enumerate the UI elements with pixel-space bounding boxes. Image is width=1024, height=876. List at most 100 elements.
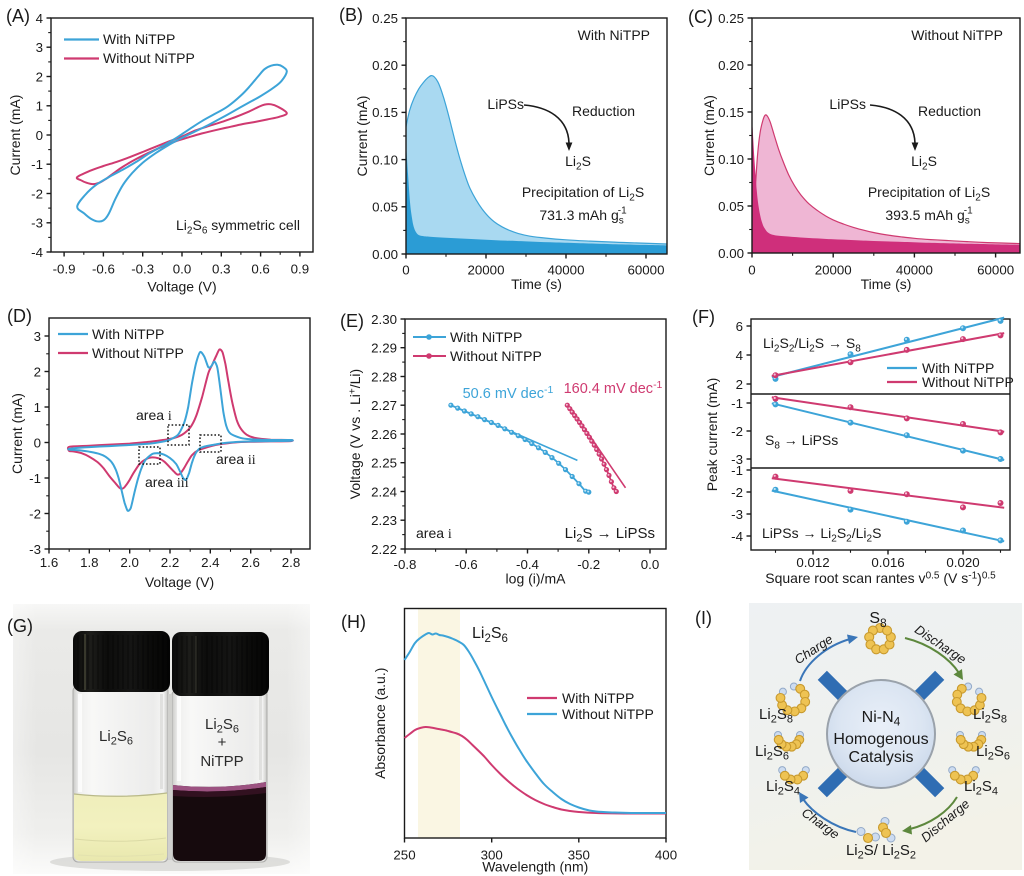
svg-text:Precipitation of Li2S: Precipitation of Li2S xyxy=(868,184,990,204)
svg-text:-2: -2 xyxy=(29,506,41,521)
svg-text:Square root scan rantes v0.5 (: Square root scan rantes v0.5 (V s-1)0.5 xyxy=(765,570,996,586)
svg-text:LiPSs: LiPSs xyxy=(487,96,524,112)
svg-text:Without NiTPP: Without NiTPP xyxy=(911,27,1003,43)
svg-text:With NiTPP: With NiTPP xyxy=(578,27,650,43)
svg-text:2: 2 xyxy=(36,69,43,84)
svg-text:With NiTPP: With NiTPP xyxy=(92,326,164,342)
svg-text:-3: -3 xyxy=(31,216,43,231)
svg-text:1: 1 xyxy=(34,400,41,415)
svg-text:4: 4 xyxy=(36,11,43,26)
svg-text:Without NiTPP: Without NiTPP xyxy=(562,706,654,722)
svg-text:(H): (H) xyxy=(341,612,366,632)
svg-text:Wavelength (nm): Wavelength (nm) xyxy=(482,859,588,875)
svg-text:2.26: 2.26 xyxy=(371,427,397,442)
svg-text:area i: area i xyxy=(416,525,452,542)
svg-text:NiTPP: NiTPP xyxy=(200,753,243,770)
svg-text:-2: -2 xyxy=(731,485,743,500)
svg-text:(D): (D) xyxy=(7,306,32,326)
svg-text:Voltage (V): Voltage (V) xyxy=(147,279,216,295)
svg-text:0.3: 0.3 xyxy=(212,261,231,276)
svg-text:Li2S6: Li2S6 xyxy=(755,743,789,763)
svg-text:0: 0 xyxy=(748,263,755,278)
svg-text:Current (mA): Current (mA) xyxy=(354,96,370,177)
svg-text:S8: S8 xyxy=(869,610,887,630)
svg-text:2: 2 xyxy=(736,377,743,392)
svg-text:0.25: 0.25 xyxy=(718,11,744,26)
svg-text:-0.4: -0.4 xyxy=(516,557,539,572)
svg-text:Ni-N4: Ni-N4 xyxy=(862,709,901,729)
svg-text:0.0: 0.0 xyxy=(641,557,660,572)
svg-text:-4: -4 xyxy=(731,529,743,544)
svg-text:(I): (I) xyxy=(695,608,712,628)
svg-text:731.3 mAh gs-1: 731.3 mAh gs-1 xyxy=(539,206,627,227)
svg-text:400: 400 xyxy=(655,848,677,863)
svg-text:Without NiTPP: Without NiTPP xyxy=(922,374,1014,390)
svg-text:2.22: 2.22 xyxy=(371,542,397,557)
svg-text:2.2: 2.2 xyxy=(161,555,180,570)
svg-text:area ii: area ii xyxy=(216,451,256,468)
svg-text:Time (s): Time (s) xyxy=(861,276,912,292)
svg-text:0.00: 0.00 xyxy=(372,247,398,262)
svg-text:With NiTPP: With NiTPP xyxy=(103,31,175,47)
svg-text:With NiTPP: With NiTPP xyxy=(450,329,522,345)
svg-text:-0.8: -0.8 xyxy=(394,557,417,572)
svg-text:(A): (A) xyxy=(6,6,30,26)
svg-text:2.30: 2.30 xyxy=(371,312,397,327)
svg-text:(G): (G) xyxy=(7,616,33,636)
svg-text:-1: -1 xyxy=(731,396,743,411)
svg-text:Li2S8: Li2S8 xyxy=(973,706,1007,726)
svg-text:0.20: 0.20 xyxy=(718,58,744,73)
svg-text:2.28: 2.28 xyxy=(371,369,397,384)
svg-text:(B): (B) xyxy=(339,5,363,25)
svg-text:Current (mA): Current (mA) xyxy=(7,95,23,176)
svg-text:2.24: 2.24 xyxy=(371,484,397,499)
svg-text:Without NiTPP: Without NiTPP xyxy=(92,345,184,361)
svg-text:3: 3 xyxy=(36,40,43,55)
svg-text:Current (mA): Current (mA) xyxy=(701,95,717,176)
svg-text:area i: area i xyxy=(136,407,172,424)
svg-text:0.00: 0.00 xyxy=(718,246,744,261)
svg-text:-0.2: -0.2 xyxy=(577,557,600,572)
svg-text:0: 0 xyxy=(36,128,43,143)
svg-text:1.6: 1.6 xyxy=(40,555,59,570)
svg-text:Without NiTPP: Without NiTPP xyxy=(103,50,195,66)
svg-text:-3: -3 xyxy=(29,542,41,557)
svg-text:40000: 40000 xyxy=(548,263,585,278)
svg-text:2: 2 xyxy=(34,364,41,379)
svg-text:2.6: 2.6 xyxy=(241,555,260,570)
svg-text:2.25: 2.25 xyxy=(371,456,397,471)
svg-text:0.0: 0.0 xyxy=(173,261,192,276)
svg-text:Li2S6 symmetric cell: Li2S6 symmetric cell xyxy=(176,217,300,237)
svg-text:0.15: 0.15 xyxy=(718,105,744,120)
svg-text:(C): (C) xyxy=(688,7,713,27)
svg-text:1.8: 1.8 xyxy=(80,555,99,570)
svg-text:Li2S4: Li2S4 xyxy=(766,778,800,798)
svg-text:1: 1 xyxy=(36,99,43,114)
svg-text:0: 0 xyxy=(34,435,41,450)
svg-text:Li2S/ Li2S2: Li2S/ Li2S2 xyxy=(846,842,916,862)
svg-text:20000: 20000 xyxy=(468,263,505,278)
svg-text:Reduction: Reduction xyxy=(918,103,981,119)
svg-text:-0.3: -0.3 xyxy=(131,261,154,276)
svg-text:Li2S → LiPSs: Li2S → LiPSs xyxy=(565,525,655,545)
svg-text:0.05: 0.05 xyxy=(718,199,744,214)
svg-text:-2: -2 xyxy=(31,186,43,201)
svg-text:Voltage (V vs . Li+/Li): Voltage (V vs . Li+/Li) xyxy=(347,369,363,499)
svg-text:250: 250 xyxy=(393,848,415,863)
svg-text:3: 3 xyxy=(34,329,41,344)
svg-text:-0.6: -0.6 xyxy=(92,261,115,276)
svg-text:Without NiTPP: Without NiTPP xyxy=(450,348,542,364)
svg-text:350: 350 xyxy=(568,848,590,863)
svg-text:Catalysis: Catalysis xyxy=(849,749,914,766)
svg-text:Li2S6: Li2S6 xyxy=(99,728,133,748)
svg-text:LiPSs: LiPSs xyxy=(829,96,866,112)
svg-text:Reduction: Reduction xyxy=(572,103,635,119)
svg-text:2.27: 2.27 xyxy=(371,398,397,413)
svg-text:-1: -1 xyxy=(29,471,41,486)
svg-text:2.0: 2.0 xyxy=(120,555,139,570)
svg-text:60000: 60000 xyxy=(628,263,665,278)
svg-text:-4: -4 xyxy=(31,245,43,260)
svg-text:Li2S2/Li2S → S8: Li2S2/Li2S → S8 xyxy=(763,335,861,355)
svg-text:300: 300 xyxy=(481,848,503,863)
svg-text:0.25: 0.25 xyxy=(372,11,398,26)
